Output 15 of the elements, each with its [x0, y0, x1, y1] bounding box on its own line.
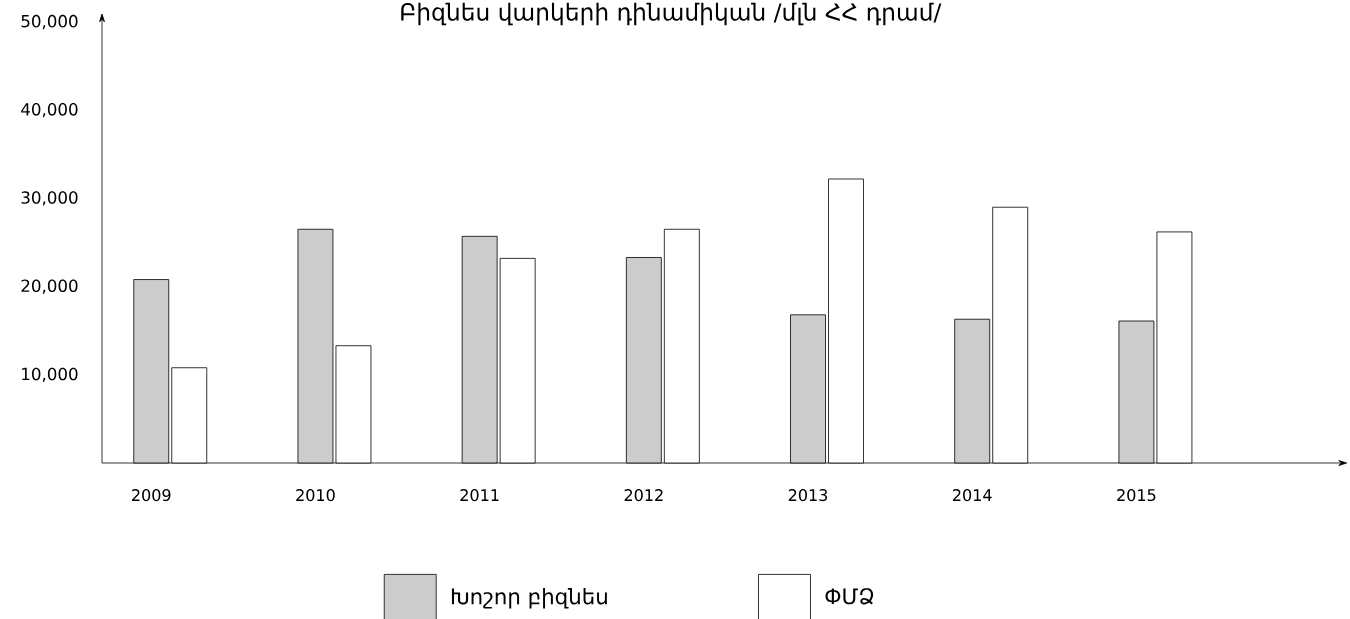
legend-label: ՓՄՁ: [825, 588, 874, 605]
y-tick-label: 20,000: [21, 279, 78, 294]
y-tick-label: 40,000: [21, 103, 78, 118]
x-tick-label: 2015: [1117, 489, 1156, 502]
legend-label: Խոշոր բիզնես: [451, 587, 607, 609]
chart-title: Բիզնես վարկերի դինամիկան /մլն ՀՀ դրամ/: [401, 2, 942, 26]
x-tick-label: 2012: [624, 489, 663, 502]
y-tick-label: 10,000: [22, 367, 78, 382]
y-tick-label: 50,000: [21, 14, 78, 30]
x-tick-label: 2013: [788, 489, 828, 502]
x-tick-label: 2009: [132, 489, 171, 502]
y-tick-label: 30,000: [21, 191, 78, 206]
x-tick-label: 2014: [953, 489, 992, 502]
x-tick-label: 2010: [296, 489, 335, 502]
x-tick-label: 2011: [460, 489, 499, 502]
